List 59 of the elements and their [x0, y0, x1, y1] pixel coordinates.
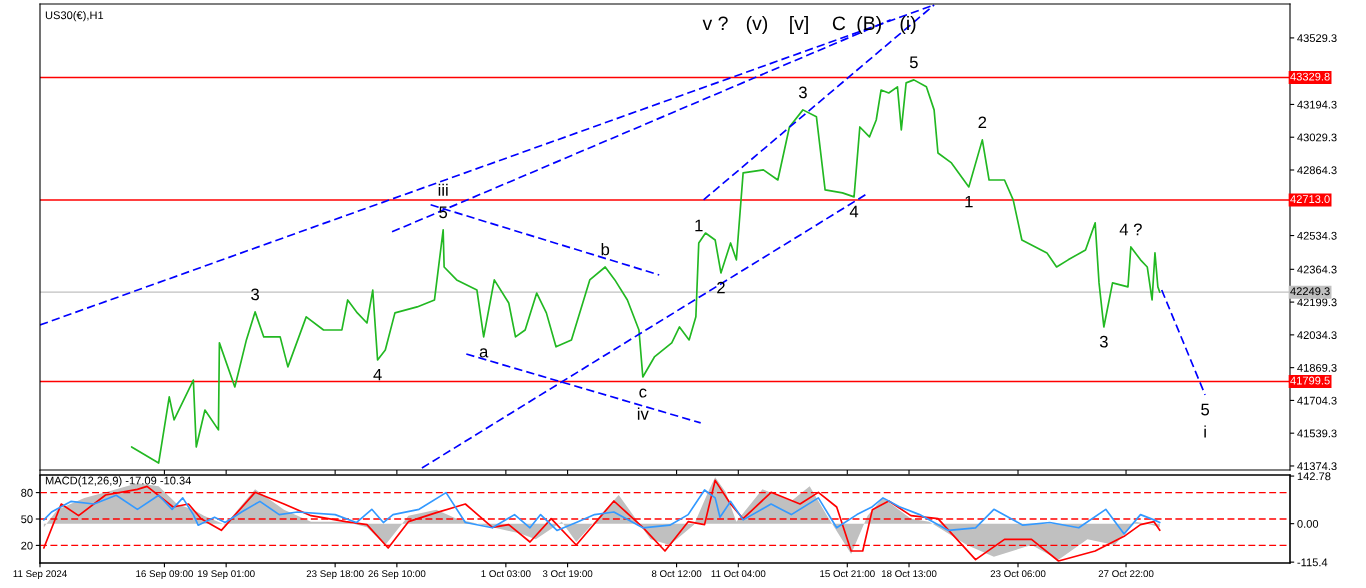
annotation: 3	[1099, 335, 1108, 348]
x-tick-label: 15 Oct 21:00	[820, 570, 875, 578]
annotation: 4 ?	[1119, 223, 1142, 236]
annotation: iii	[438, 183, 448, 196]
y-tick-label: 0.00	[1297, 519, 1319, 528]
x-tick-label: 11 Oct 04:00	[711, 570, 766, 578]
x-tick-label: 1 Oct 03:00	[481, 570, 531, 578]
annotation: 2	[978, 116, 987, 129]
y-tick-label: 42364.3	[1297, 265, 1337, 274]
x-tick-label: 19 Sep 01:00	[197, 570, 255, 580]
y-tick-label: 41704.3	[1297, 396, 1337, 405]
annotation: a	[479, 348, 489, 358]
annotation: 2	[717, 281, 725, 294]
annotation: 3	[251, 288, 259, 301]
annotation: 4	[849, 205, 859, 218]
text: US30(€),H1	[45, 10, 104, 22]
y-tick-label: 41869.3	[1297, 363, 1337, 372]
x-tick-label: 3 Oct 19:00	[542, 570, 593, 578]
x-tick-label: 11 Sep 2024	[13, 570, 67, 580]
ref-line-label: 42713.0	[1290, 195, 1330, 204]
annotation: i	[1204, 425, 1206, 438]
annotation: C	[832, 16, 846, 31]
y2-tick-label: 50	[21, 515, 33, 524]
annotation: 5	[909, 56, 918, 69]
annotation: 3	[798, 86, 807, 99]
y-tick-label: 42534.3	[1297, 231, 1337, 240]
x-tick-label: 18 Oct 13:00	[881, 570, 937, 578]
y-tick-label: 41374.3	[1297, 462, 1337, 471]
y-tick-label: -115.4	[1297, 558, 1328, 567]
chart-title: MACD(12,26,9) -17.09 -10.34	[45, 476, 192, 487]
y-tick-label: 42864.3	[1297, 166, 1337, 175]
y-tick-label: 43194.3	[1297, 100, 1337, 109]
x-tick-label: 8 Oct 12:00	[651, 570, 702, 578]
annotation: c	[639, 388, 647, 398]
y2-tick-label: 80	[21, 488, 33, 497]
annotation: [v]	[790, 15, 808, 35]
annotation: iv	[637, 407, 649, 420]
x-tick-label: 26 Sep 10:00	[368, 570, 426, 580]
x-tick-label: 16 Sep 09:00	[136, 570, 193, 580]
annotation: (B)	[857, 15, 881, 35]
annotation: 1	[695, 219, 703, 232]
x-tick-label: 23 Sep 18:00	[306, 570, 364, 580]
ref-line-label: 43329.8	[1290, 72, 1330, 81]
y-tick-label: 43529.3	[1297, 34, 1337, 43]
x-tick-label: 27 Oct 22:00	[1098, 570, 1154, 578]
annotation: 5	[1201, 403, 1210, 416]
y-tick-label: 41539.3	[1297, 429, 1337, 438]
annotation: b	[601, 243, 610, 256]
ref-line-label: 42249.3	[1290, 287, 1330, 296]
y2-tick-label: 20	[21, 541, 33, 550]
annotation: (v)	[746, 15, 768, 35]
x-tick-label: 23 Oct 06:00	[990, 570, 1046, 578]
y-tick-label: 142.78	[1297, 472, 1331, 481]
y-tick-label: 42034.3	[1297, 331, 1337, 339]
annotation: v ?	[702, 16, 728, 30]
ref-line-label: 41799.5	[1290, 376, 1330, 385]
y-tick-label: 42199.3	[1297, 298, 1337, 307]
y-tick-label: 43029.3	[1297, 133, 1337, 142]
annotation: 4	[373, 368, 382, 381]
